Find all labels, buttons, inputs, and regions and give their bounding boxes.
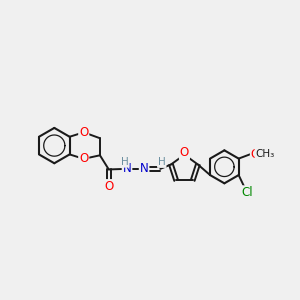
- Text: H: H: [158, 157, 166, 167]
- Text: O: O: [104, 180, 113, 193]
- Text: H: H: [121, 157, 128, 167]
- Text: O: O: [79, 152, 88, 165]
- Text: O: O: [79, 126, 88, 139]
- Text: N: N: [123, 162, 131, 175]
- Text: Cl: Cl: [241, 186, 253, 199]
- Text: CH₃: CH₃: [256, 149, 275, 159]
- Text: O: O: [251, 148, 260, 161]
- Text: N: N: [140, 162, 148, 175]
- Text: O: O: [180, 146, 189, 159]
